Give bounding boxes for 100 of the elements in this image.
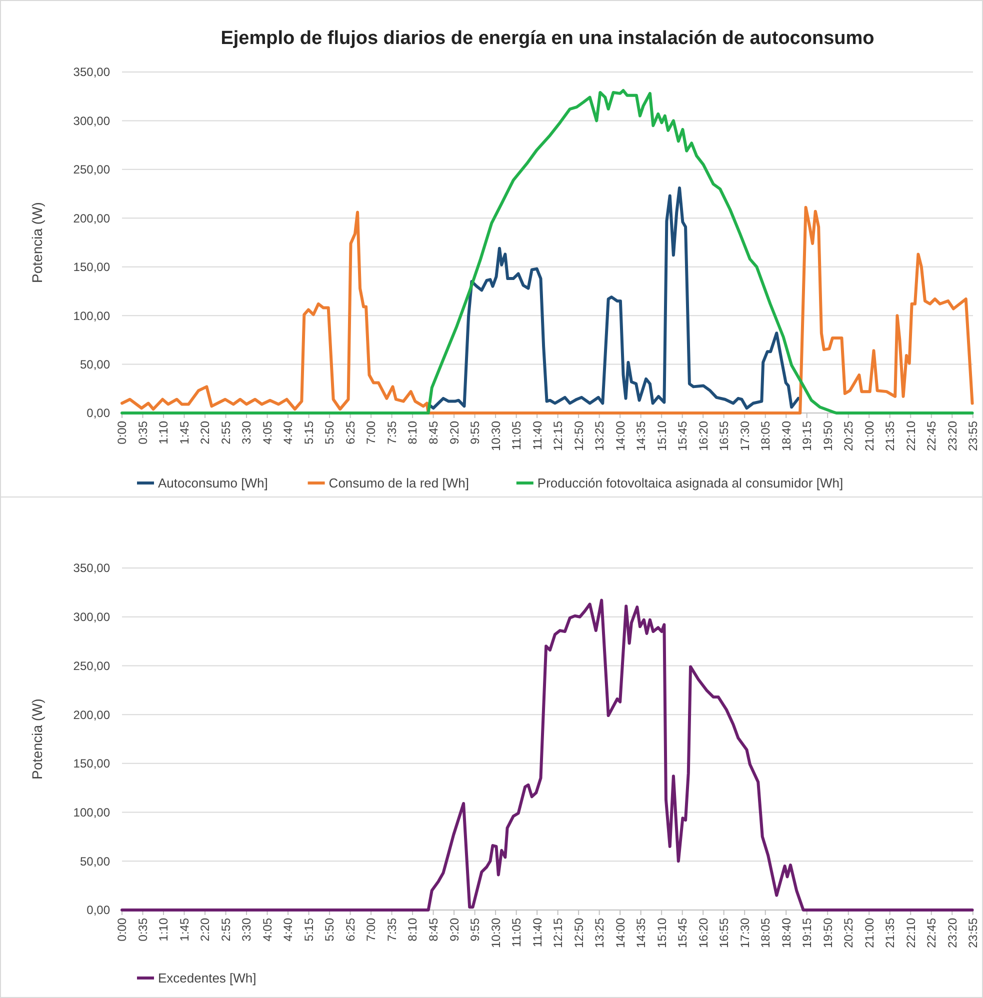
x-tick-label: 16:20 [696,918,710,948]
y-tick-label: 100,00 [73,805,110,820]
x-tick-label: 19:50 [820,420,835,452]
legend-label: Producción fotovoltaica asignada al consumidor [Wh] [537,476,844,491]
x-tick-label: 18:40 [779,918,794,948]
x-tick-label: 8:10 [406,420,420,444]
x-tick-label: 7:35 [384,420,399,444]
x-tick-label: 11:05 [510,420,524,450]
x-tick-label: 4:40 [281,420,296,444]
y-tick-label: 200,00 [73,708,110,722]
x-tick-label: 8:45 [426,420,440,444]
x-tick-label: 18:40 [779,420,794,452]
legend-label: Excedentes [Wh] [158,970,256,986]
x-tick-label: 2:20 [198,918,212,942]
x-tick-label: 21:00 [862,420,876,452]
x-tick-label: 9:20 [447,420,462,444]
y-tick-label: 150,00 [73,260,110,274]
x-tick-label: 14:35 [634,918,648,948]
x-tick-label: 4:05 [260,420,274,444]
x-tick-label: 15:45 [676,918,690,948]
x-tick-label: 0:00 [115,918,130,942]
x-tick-label: 14:00 [613,420,628,452]
x-tick-label: 16:55 [717,420,732,452]
x-tick-label: 23:20 [945,420,960,452]
x-tick-label: 18:05 [758,918,773,948]
x-tick-label: 3:30 [240,420,254,444]
x-tick-label: 0:00 [115,420,130,444]
legend-label: Consumo de la red [Wh] [328,476,469,491]
x-tick-label: 23:55 [966,918,980,948]
x-tick-label: 3:30 [240,918,254,942]
y-tick-label: 350,00 [73,561,110,576]
x-tick-label: 13:25 [592,420,607,452]
x-tick-label: 5:50 [322,918,337,942]
x-tick-label: 1:10 [156,420,171,444]
x-tick-label: 2:20 [198,420,212,444]
x-tick-label: 16:55 [717,918,732,948]
x-tick-label: 2:55 [218,918,233,942]
x-tick-label: 23:20 [945,918,960,948]
x-tick-label: 21:35 [883,918,898,948]
x-tick-label: 4:40 [281,918,296,942]
x-tick-label: 18:05 [758,420,773,452]
x-tick-label: 15:10 [654,420,669,452]
y-tick-label: 0,00 [86,903,110,918]
x-tick-label: 10:30 [488,918,503,948]
line-series [120,598,974,912]
x-tick-label: 22:10 [904,420,918,452]
y-tick-label: 300,00 [73,114,110,128]
x-tick-label: 1:45 [177,918,192,942]
y-tick-label: 0,00 [86,406,110,420]
y-tick-label: 50,00 [80,357,110,372]
x-tick-label: 8:10 [406,918,420,942]
x-tick-label: 6:25 [343,918,358,942]
chart-title: Ejemplo de flujos diarios de energía en una instalación de autoconsumo [220,28,874,49]
x-tick-label: 15:45 [676,420,690,452]
x-tick-label: 7:00 [364,918,378,942]
x-tick-label: 6:25 [343,420,358,444]
x-tick-label: 17:30 [738,918,752,948]
x-tick-label: 10:30 [488,420,503,452]
x-tick-label: 5:50 [322,420,337,444]
x-tick-label: 21:00 [862,918,876,948]
x-tick-label: 1:45 [177,420,192,444]
y-tick-label: 50,00 [80,854,110,868]
x-tick-label: 9:20 [447,918,462,942]
x-tick-label: 14:00 [613,918,628,948]
x-tick-label: 9:55 [468,420,482,444]
x-tick-label: 1:10 [156,918,171,942]
x-tick-label: 11:40 [530,918,544,948]
x-tick-label: 0:35 [136,918,150,942]
y-tick-label: 350,00 [73,65,110,80]
x-tick-label: 14:35 [634,420,648,452]
x-tick-label: 5:15 [302,918,316,942]
x-tick-label: 22:45 [924,918,939,948]
x-tick-label: 0:35 [136,420,150,444]
x-tick-label: 12:15 [551,420,566,452]
x-tick-label: 21:35 [883,420,898,452]
x-tick-label: 19:15 [800,420,814,452]
x-tick-label: 22:45 [924,420,939,452]
x-tick-label: 22:10 [904,918,918,948]
y-axis-title: Potencia (W) [29,202,45,283]
y-tick-label: 250,00 [73,162,110,177]
y-tick-label: 250,00 [73,658,110,673]
x-tick-label: 5:15 [302,420,316,444]
y-tick-label: 150,00 [73,756,110,771]
x-tick-label: 11:05 [510,918,524,948]
y-tick-label: 200,00 [73,211,110,226]
x-tick-label: 19:50 [820,918,835,948]
x-tick-label: 8:45 [426,918,440,942]
x-tick-label: 16:20 [696,420,710,452]
x-tick-label: 23:55 [966,420,980,452]
x-tick-label: 2:55 [218,420,233,444]
legend-label: Autoconsumo [Wh] [158,476,268,491]
line-series [120,89,974,414]
x-tick-label: 7:35 [384,918,399,942]
line-series [120,206,974,414]
x-tick-label: 19:15 [800,918,814,948]
x-tick-label: 15:10 [654,918,669,948]
x-tick-label: 20:25 [842,918,856,948]
x-tick-label: 17:30 [738,420,752,452]
x-tick-label: 11:40 [530,420,544,450]
x-tick-label: 12:15 [551,918,566,948]
